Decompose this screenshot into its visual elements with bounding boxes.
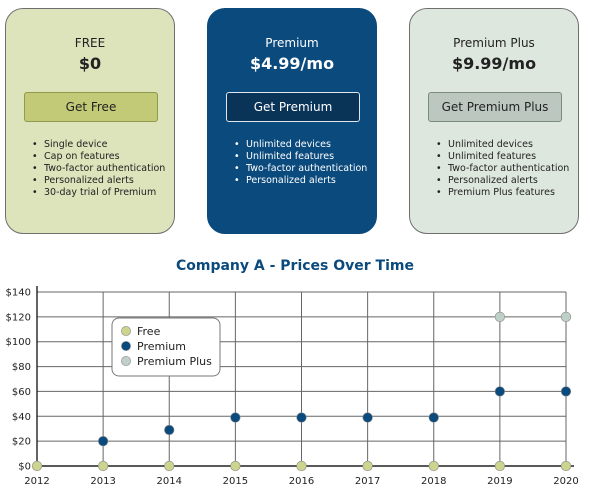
feature-item: Cap on features: [32, 151, 165, 163]
feature-item: Two-factor authentication: [234, 163, 367, 175]
data-point-free: [296, 460, 307, 472]
data-point-premium: [164, 424, 175, 436]
x-tick-label: 2013: [90, 476, 115, 487]
x-tick-label: 2020: [553, 476, 578, 487]
data-point-premium: [296, 412, 307, 423]
x-tick-label: 2017: [355, 476, 380, 487]
data-point-free: [98, 460, 109, 472]
data-point-premium: [98, 436, 109, 447]
feature-item: Personalized alerts: [436, 175, 569, 187]
chart-legend: Free Premium Premium Plus: [111, 317, 221, 377]
y-tick-label: $80: [12, 362, 31, 373]
feature-item: Two-factor authentication: [32, 163, 165, 175]
chart-grid: [37, 291, 567, 466]
feature-item: 30-day trial of Premium: [32, 187, 165, 199]
x-tick-label: 2018: [421, 476, 446, 487]
plan-price: $4.99/mo: [249, 54, 335, 73]
data-point-free: [164, 460, 175, 472]
data-point-free: [428, 460, 439, 472]
legend-box: [111, 317, 221, 377]
chart-title: Company A - Prices Over Time: [175, 258, 414, 274]
legend-label: Premium Plus: [137, 355, 212, 368]
feature-item: Unlimited devices: [436, 139, 569, 151]
y-tick-label: $120: [6, 312, 31, 323]
x-tick-label: 2012: [24, 476, 49, 487]
feature-list: Unlimited devices Unlimited features Two…: [436, 139, 569, 199]
get-free-button[interactable]: Get Free: [24, 92, 158, 122]
data-point-free: [230, 460, 241, 472]
data-points: [31, 311, 572, 472]
plan-price: $9.99/mo: [451, 54, 537, 73]
plan-price: $0: [78, 54, 102, 73]
data-point-free: [31, 460, 43, 472]
plan-name: FREE: [74, 36, 106, 50]
plan-name: Premium: [265, 36, 319, 50]
feature-item: Unlimited devices: [234, 139, 367, 151]
data-point-free: [494, 460, 505, 472]
price-chart: $0$20$40$60$80$100$120$140 2012 2013 2014 2…: [6, 286, 579, 487]
feature-list: Single device Cap on features Two-factor…: [32, 139, 165, 199]
data-point-premium: [230, 412, 241, 423]
plan-card-premium-plus: Premium Plus $9.99/mo Get Premium Plus U…: [409, 8, 579, 234]
data-point-premium: [560, 386, 572, 397]
feature-item: Personalized alerts: [32, 175, 165, 187]
feature-item: Personalized alerts: [234, 175, 367, 187]
feature-item: Two-factor authentication: [436, 163, 569, 175]
legend-marker: [121, 326, 131, 336]
y-axis-ticks: $0 $20 $40 $60 $80 $100 $120 $140: [6, 288, 31, 473]
get-premium-plus-button[interactable]: Get Premium Plus: [428, 92, 562, 122]
data-point-premium-plus: [560, 311, 572, 322]
data-point-free: [560, 460, 572, 472]
x-tick-label: 2016: [289, 476, 314, 487]
legend-marker: [121, 341, 131, 351]
y-tick-label: $40: [12, 412, 31, 423]
feature-item: Premium Plus features: [436, 187, 569, 199]
plan-card-free: FREE $0 Get Free Single device Cap on fe…: [5, 8, 175, 234]
y-tick-label: $0: [18, 462, 31, 473]
x-tick-label: 2014: [157, 476, 182, 487]
plan-card-premium: Premium $4.99/mo Get Premium Unlimited d…: [207, 8, 377, 234]
y-tick-label: $20: [12, 437, 31, 448]
y-tick-label: $140: [6, 288, 31, 299]
feature-item: Unlimited features: [234, 151, 367, 163]
get-premium-button[interactable]: Get Premium: [226, 92, 360, 122]
x-tick-label: 2015: [223, 476, 248, 487]
legend-marker: [121, 356, 131, 366]
y-tick-label: $60: [12, 387, 31, 398]
feature-item: Single device: [32, 139, 165, 151]
y-tick-label: $100: [6, 337, 31, 348]
data-point-premium-plus: [494, 311, 505, 322]
x-tick-label: 2019: [487, 476, 512, 487]
legend-label: Free: [137, 325, 161, 338]
data-point-premium: [494, 386, 505, 397]
data-point-free: [362, 460, 373, 472]
legend-label: Premium: [137, 340, 186, 353]
plan-name: Premium Plus: [453, 36, 535, 50]
feature-list: Unlimited devices Unlimited features Two…: [234, 139, 367, 187]
x-axis-ticks: 2012 2013 2014 2015 2016 2017 2018 2019 2020: [24, 476, 578, 487]
feature-item: Unlimited features: [436, 151, 569, 163]
data-point-premium: [428, 412, 439, 423]
data-point-premium: [362, 412, 373, 423]
